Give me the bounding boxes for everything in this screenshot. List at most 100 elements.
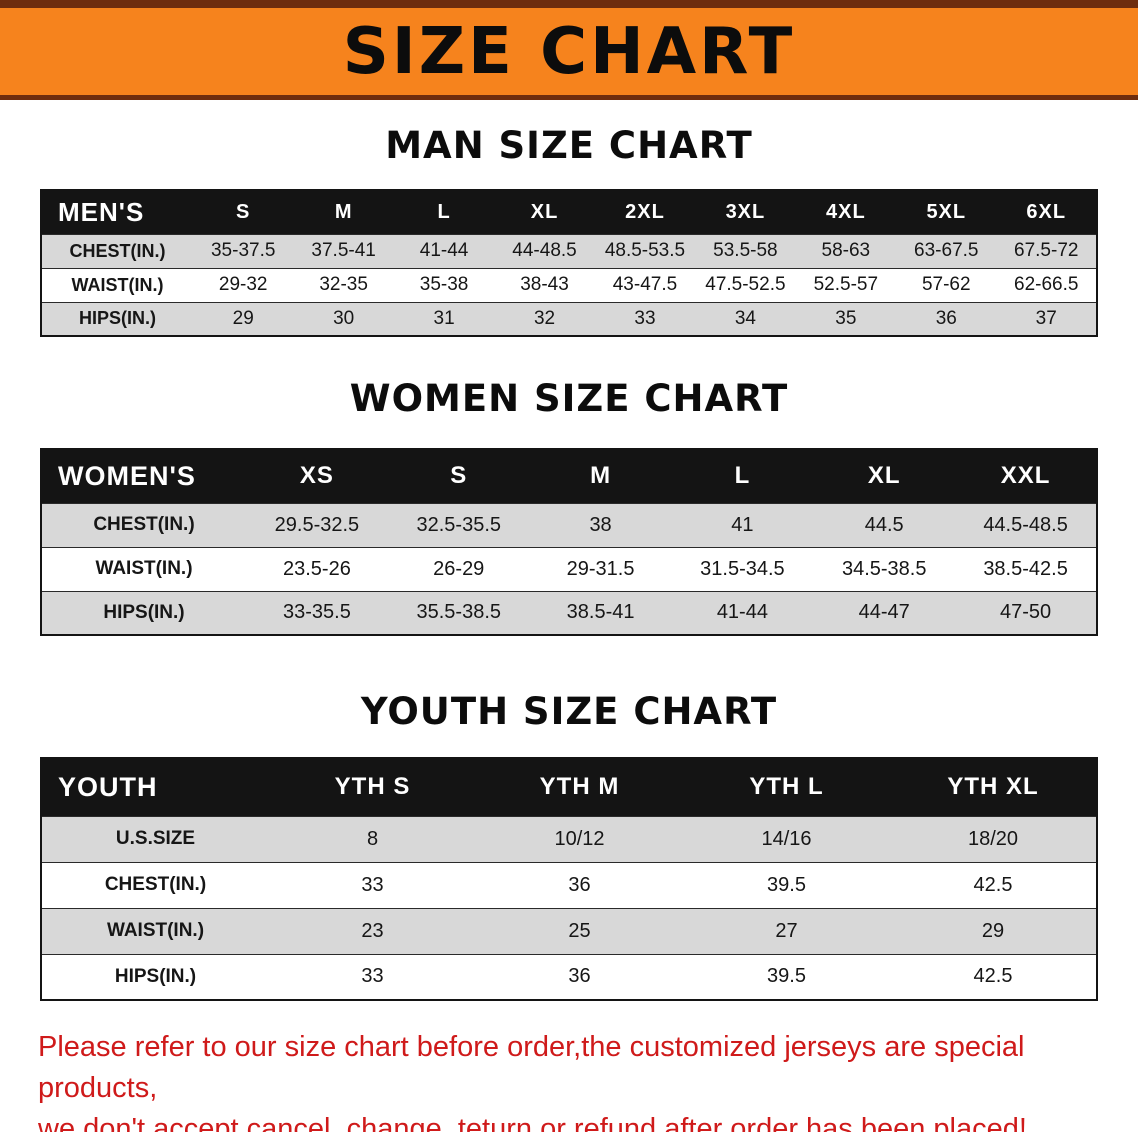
table-row: HIPS(IN.) 29 30 31 32 33 34 35 36 37 — [41, 301, 1097, 336]
size-cell: 29 — [890, 907, 1097, 954]
size-cell: 41 — [671, 502, 814, 547]
size-cell: 8 — [269, 815, 476, 862]
women-size-table: WOMEN'S XS S M L XL XXL CHEST(IN.) 29.5-… — [40, 448, 1098, 636]
column-header: S — [387, 449, 530, 503]
table-row: CHEST(IN.) 29.5-32.5 32.5-35.5 38 41 44.… — [41, 502, 1097, 547]
size-cell: 41-44 — [671, 590, 814, 635]
column-header: XL — [813, 449, 956, 503]
men-table-corner-label: MEN'S — [41, 190, 193, 234]
size-cell: 42.5 — [890, 861, 1097, 908]
size-cell: 38-43 — [494, 267, 595, 302]
row-label: WAIST(IN.) — [41, 267, 193, 302]
size-cell: 44-47 — [813, 590, 956, 635]
column-header: YTH S — [269, 758, 476, 816]
column-header: 6XL — [996, 190, 1097, 234]
table-row: WAIST(IN.) 23.5-26 26-29 29-31.5 31.5-34… — [41, 546, 1097, 591]
row-label: CHEST(IN.) — [41, 233, 193, 268]
size-cell: 23.5-26 — [246, 546, 388, 591]
size-cell: 41-44 — [393, 233, 495, 268]
size-cell: 31.5-34.5 — [671, 546, 814, 591]
size-cell: 27 — [683, 907, 890, 954]
column-header: XS — [246, 449, 388, 503]
banner: SIZE CHART — [0, 0, 1138, 100]
size-cell: 38.5-42.5 — [955, 546, 1097, 591]
table-row: WAIST(IN.) 23 25 27 29 — [41, 907, 1097, 954]
row-label: WAIST(IN.) — [41, 546, 246, 591]
table-header-row: YOUTH YTH S YTH M YTH L YTH XL — [41, 758, 1097, 816]
column-header: XXL — [955, 449, 1097, 503]
size-cell: 32-35 — [293, 267, 394, 302]
size-cell: 33 — [269, 861, 476, 908]
column-header: M — [293, 190, 394, 234]
row-label: CHEST(IN.) — [41, 502, 246, 547]
disclaimer-line-1: Please refer to our size chart before or… — [38, 1031, 1025, 1105]
column-header: YTH M — [476, 758, 683, 816]
size-cell: 32 — [494, 301, 595, 336]
size-cell: 23 — [269, 907, 476, 954]
size-cell: 44.5-48.5 — [955, 502, 1097, 547]
size-cell: 32.5-35.5 — [387, 502, 530, 547]
size-cell: 38.5-41 — [529, 590, 672, 635]
size-cell: 26-29 — [387, 546, 530, 591]
row-label: CHEST(IN.) — [41, 861, 269, 908]
size-cell: 43-47.5 — [594, 267, 696, 302]
column-header: L — [671, 449, 814, 503]
size-cell: 30 — [293, 301, 394, 336]
youth-size-table: YOUTH YTH S YTH M YTH L YTH XL U.S.SIZE … — [40, 757, 1098, 1001]
column-header: 2XL — [594, 190, 696, 234]
row-label: HIPS(IN.) — [41, 953, 269, 1000]
men-size-table: MEN'S S M L XL 2XL 3XL 4XL 5XL 6XL CHEST… — [40, 189, 1098, 337]
column-header: 5XL — [896, 190, 997, 234]
size-cell: 33-35.5 — [246, 590, 388, 635]
row-label: HIPS(IN.) — [41, 590, 246, 635]
size-cell: 10/12 — [476, 815, 683, 862]
size-cell: 48.5-53.5 — [594, 233, 696, 268]
size-cell: 36 — [476, 953, 683, 1000]
size-cell: 31 — [393, 301, 495, 336]
table-row: U.S.SIZE 8 10/12 14/16 18/20 — [41, 815, 1097, 862]
size-cell: 33 — [594, 301, 696, 336]
size-cell: 67.5-72 — [996, 233, 1097, 268]
table-row: CHEST(IN.) 33 36 39.5 42.5 — [41, 861, 1097, 908]
size-cell: 47-50 — [955, 590, 1097, 635]
column-header: M — [529, 449, 672, 503]
size-cell: 36 — [476, 861, 683, 908]
disclaimer-line-2: we don't accept cancel, change, teturn o… — [38, 1113, 1027, 1132]
row-label: HIPS(IN.) — [41, 301, 193, 336]
column-header: L — [393, 190, 495, 234]
column-header: 3XL — [695, 190, 796, 234]
size-cell: 36 — [896, 301, 997, 336]
size-cell: 57-62 — [896, 267, 997, 302]
size-cell: 47.5-52.5 — [695, 267, 796, 302]
size-cell: 38 — [529, 502, 672, 547]
size-cell: 44.5 — [813, 502, 956, 547]
size-cell: 42.5 — [890, 953, 1097, 1000]
size-cell: 34 — [695, 301, 796, 336]
size-cell: 62-66.5 — [996, 267, 1097, 302]
row-label: U.S.SIZE — [41, 815, 269, 862]
size-cell: 14/16 — [683, 815, 890, 862]
table-row: CHEST(IN.) 35-37.5 37.5-41 41-44 44-48.5… — [41, 233, 1097, 268]
column-header: YTH L — [683, 758, 890, 816]
size-cell: 39.5 — [683, 861, 890, 908]
size-cell: 37 — [996, 301, 1097, 336]
size-cell: 53.5-58 — [695, 233, 796, 268]
table-row: WAIST(IN.) 29-32 32-35 35-38 38-43 43-47… — [41, 267, 1097, 302]
column-header: 4XL — [795, 190, 897, 234]
disclaimer: Please refer to our size chart before or… — [38, 1027, 1100, 1132]
men-section-heading: MAN SIZE CHART — [385, 124, 753, 167]
women-table-corner-label: WOMEN'S — [41, 449, 246, 503]
table-row: HIPS(IN.) 33-35.5 35.5-38.5 38.5-41 41-4… — [41, 590, 1097, 635]
size-cell: 25 — [476, 907, 683, 954]
size-cell: 44-48.5 — [494, 233, 595, 268]
size-cell: 52.5-57 — [795, 267, 897, 302]
column-header: XL — [494, 190, 595, 234]
size-cell: 35.5-38.5 — [387, 590, 530, 635]
row-label: WAIST(IN.) — [41, 907, 269, 954]
column-header: S — [193, 190, 294, 234]
size-cell: 29.5-32.5 — [246, 502, 388, 547]
size-cell: 35 — [795, 301, 897, 336]
size-cell: 58-63 — [795, 233, 897, 268]
youth-section-heading: YOUTH SIZE CHART — [360, 690, 778, 733]
size-cell: 29-32 — [193, 267, 294, 302]
